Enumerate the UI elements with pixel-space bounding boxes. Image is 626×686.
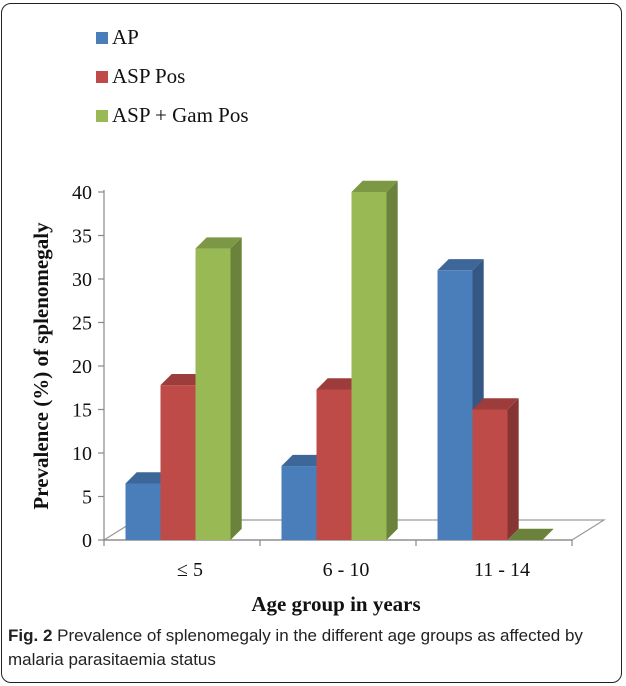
legend-label-asp-pos: ASP Pos bbox=[112, 64, 186, 88]
y-tick-label: 25 bbox=[72, 313, 92, 335]
bar-front bbox=[195, 248, 231, 541]
x-tick-label: 11 - 14 bbox=[474, 559, 530, 581]
bar-top bbox=[195, 237, 242, 249]
legend-item-asp-gam-pos: ASP + Gam Pos bbox=[96, 96, 249, 135]
bar-top bbox=[125, 472, 172, 484]
bar-side bbox=[386, 180, 398, 541]
caption-text: Prevalence of splenomegaly in the differ… bbox=[8, 626, 583, 669]
y-tick-label: 35 bbox=[72, 226, 92, 248]
bar-chart: 0 5 10 15 20 25 30 35 40 ≤ 5 6 - 10 11 - 14 Prevale… bbox=[29, 180, 607, 616]
bar-top bbox=[437, 259, 484, 271]
legend-swatch-asp-pos bbox=[96, 70, 108, 83]
bar bbox=[472, 398, 519, 540]
y-tick-label: 0 bbox=[82, 530, 92, 552]
legend-label-ap: AP bbox=[112, 25, 139, 49]
bar-top bbox=[316, 378, 363, 390]
chart-bars bbox=[125, 180, 554, 541]
y-tick-label: 40 bbox=[72, 182, 92, 204]
y-tick-label: 20 bbox=[72, 356, 92, 378]
y-axis-label: Prevalence (%) of splenomegaly bbox=[29, 222, 53, 510]
bar-front bbox=[281, 466, 317, 540]
x-tick-label: 6 - 10 bbox=[323, 559, 370, 581]
x-axis-label: Age group in years bbox=[251, 592, 420, 616]
bar bbox=[437, 259, 484, 540]
bar-front bbox=[437, 270, 473, 540]
bar-top bbox=[160, 373, 207, 386]
x-tick-label: ≤ 5 bbox=[177, 559, 203, 581]
y-tick-label: 30 bbox=[72, 269, 92, 291]
bar bbox=[351, 180, 398, 541]
bar-top bbox=[281, 454, 328, 467]
legend-item-asp-pos: ASP Pos bbox=[96, 57, 249, 96]
legend-swatch-asp-gam-pos bbox=[96, 109, 108, 122]
figure-caption: Fig. 2 Prevalence of splenomegaly in the… bbox=[8, 624, 608, 672]
legend-swatch-ap bbox=[96, 31, 108, 44]
bar-top bbox=[472, 398, 519, 410]
bar-front bbox=[316, 389, 352, 540]
bar-top bbox=[351, 180, 398, 192]
bar-top bbox=[507, 528, 554, 540]
legend-label-asp-gam-pos: ASP + Gam Pos bbox=[112, 103, 249, 127]
bar-front bbox=[472, 409, 508, 540]
bar bbox=[195, 237, 242, 541]
bar-front bbox=[160, 385, 196, 540]
bar-front bbox=[125, 483, 161, 540]
bar-side bbox=[507, 398, 519, 540]
y-tick-label: 10 bbox=[72, 443, 92, 465]
bar-front bbox=[351, 192, 387, 540]
bar-side bbox=[230, 237, 242, 540]
legend-item-ap: AP bbox=[96, 18, 249, 57]
bar bbox=[507, 528, 554, 540]
y-tick-label: 15 bbox=[72, 400, 92, 422]
chart-legend: AP ASP Pos ASP + Gam Pos bbox=[96, 18, 249, 135]
caption-fig-label: Fig. 2 bbox=[8, 626, 53, 645]
y-tick-label: 5 bbox=[82, 487, 92, 509]
